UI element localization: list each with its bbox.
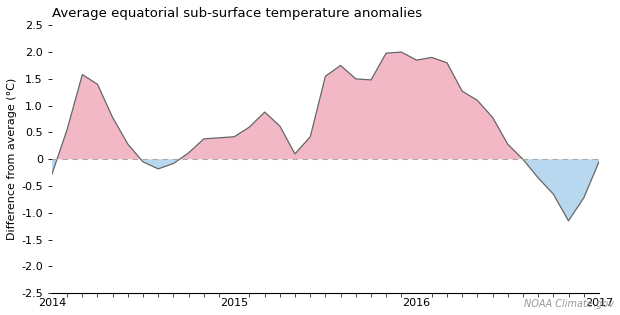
Text: NOAA Climate.gov: NOAA Climate.gov xyxy=(524,299,614,309)
Y-axis label: Difference from average (°C): Difference from average (°C) xyxy=(7,78,17,240)
Text: Average equatorial sub-surface temperature anomalies: Average equatorial sub-surface temperatu… xyxy=(52,7,422,20)
